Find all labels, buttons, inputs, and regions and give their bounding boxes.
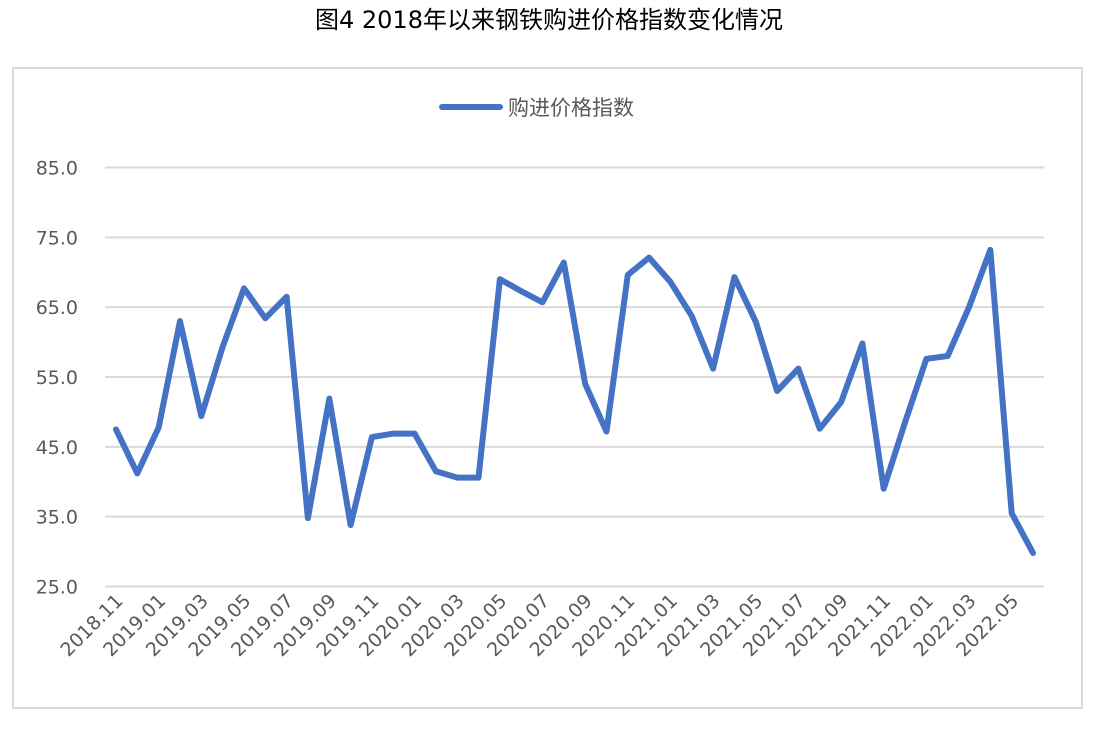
data-point [220, 344, 226, 350]
data-point [241, 285, 247, 291]
data-point [731, 274, 737, 280]
data-point [923, 356, 929, 362]
data-point [646, 255, 652, 261]
data-point [284, 294, 290, 300]
y-tick-label: 85.0 [36, 158, 78, 180]
y-tick-label: 75.0 [36, 227, 78, 249]
y-tick-label: 45.0 [36, 437, 78, 459]
data-point [561, 259, 567, 265]
data-point [689, 313, 695, 319]
data-point [262, 315, 268, 321]
data-point [156, 424, 162, 430]
y-tick-label: 55.0 [36, 367, 78, 389]
data-point [497, 276, 503, 282]
data-point [753, 319, 759, 325]
data-point [134, 470, 140, 476]
data-point [710, 366, 716, 372]
data-point [390, 431, 396, 437]
data-point [838, 399, 844, 405]
data-point [1030, 550, 1036, 556]
grid-lines [105, 166, 1044, 588]
data-point [113, 426, 119, 432]
chart-frame [12, 67, 1083, 709]
data-point [540, 299, 546, 305]
data-point [198, 413, 204, 419]
series-layer [113, 246, 1036, 556]
data-point [369, 434, 375, 440]
data-point [326, 396, 332, 402]
data-point [987, 247, 993, 253]
series-line-0 [113, 246, 1036, 556]
data-point [454, 475, 460, 481]
data-point [476, 475, 482, 481]
data-point [305, 515, 311, 521]
data-point [795, 366, 801, 372]
data-point [945, 353, 951, 359]
legend: 购进价格指数 [439, 96, 634, 120]
data-point [433, 468, 439, 474]
data-point [348, 522, 354, 528]
data-point [881, 486, 887, 492]
data-point [667, 279, 673, 285]
data-point [902, 419, 908, 425]
data-point [412, 431, 418, 437]
data-point [625, 272, 631, 278]
data-point [518, 288, 524, 294]
data-point [603, 428, 609, 434]
data-point [1009, 510, 1015, 516]
figure-title: 图4 2018年以来钢铁购进价格指数变化情况 [315, 6, 783, 34]
data-point [774, 388, 780, 394]
data-point [177, 318, 183, 324]
data-point [859, 340, 865, 346]
y-tick-label: 35.0 [36, 507, 78, 529]
data-point [966, 304, 972, 310]
y-tick-label: 65.0 [36, 297, 78, 319]
data-point [817, 426, 823, 432]
y-tick-label: 25.0 [36, 577, 78, 599]
x-axis-ticks: 2018.112019.012019.032019.052019.072019.… [56, 590, 1023, 661]
data-point [582, 381, 588, 387]
legend-label-series-0: 购进价格指数 [508, 96, 634, 120]
y-axis-ticks: 25.0 35.0 45.0 55.0 65.0 75.0 85.0 [36, 158, 78, 599]
